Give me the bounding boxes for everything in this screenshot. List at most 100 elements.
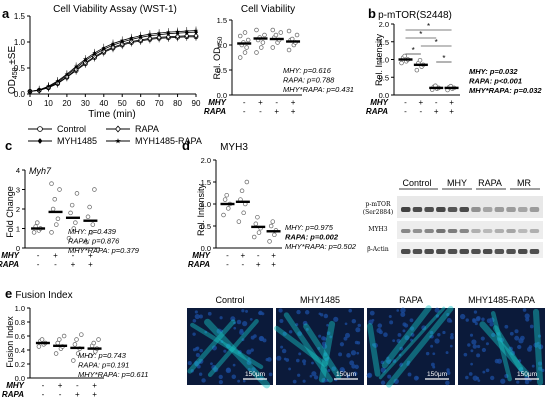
data-point — [88, 230, 94, 235]
myotube — [532, 308, 544, 386]
rapa-sign: - — [404, 107, 407, 116]
data-point — [241, 210, 246, 216]
nucleus — [537, 334, 542, 338]
mhy-row-label: MHY — [208, 98, 226, 107]
legend-label: MYH1485 — [57, 136, 97, 146]
nucleus — [421, 325, 427, 331]
y-axis-label: OD450 ±SE — [7, 46, 19, 95]
nucleus — [237, 350, 242, 355]
blot-band — [471, 249, 481, 254]
rapa-sign: - — [59, 390, 62, 399]
nucleus — [241, 309, 245, 313]
nucleus — [245, 309, 249, 313]
marker-diamond-open — [165, 33, 171, 40]
nucleus — [471, 339, 477, 345]
x-tick-label: 40 — [99, 99, 108, 108]
data-point — [251, 234, 257, 240]
y-tick-label: 0.0 — [15, 374, 25, 383]
nucleus — [494, 358, 500, 364]
data-point — [260, 40, 266, 45]
nucleus — [194, 310, 198, 314]
nucleus — [429, 334, 434, 339]
nucleus — [309, 374, 313, 378]
viability-dot-plot: Cell Viability Rel. OD450 0.00.51.01.5--… — [204, 4, 354, 116]
y-tick-label: 0.4 — [15, 346, 25, 355]
nucleus — [302, 379, 306, 383]
blot-band — [401, 207, 411, 212]
marker-star — [73, 64, 79, 69]
y-tick-label: 1.0 — [379, 56, 389, 65]
nucleus — [380, 360, 385, 365]
fusion-index-dot-plot: Fusion Index Fusion Index 0.0 0.2 0.4 0.6 0.… — [2, 290, 148, 399]
nucleus — [430, 344, 434, 348]
nucleus — [201, 378, 206, 383]
nucleus — [356, 351, 360, 355]
nucleus — [518, 367, 524, 373]
nucleus — [472, 344, 478, 349]
nucleus — [486, 318, 492, 324]
rapa-sign: + — [88, 260, 93, 269]
nucleus — [278, 308, 283, 313]
blot-band — [529, 229, 540, 233]
blot-band — [436, 229, 446, 233]
data-point — [57, 337, 62, 342]
blot-band — [506, 207, 516, 212]
nucleus — [446, 371, 451, 375]
x-axis-label: Time (min) — [88, 109, 135, 120]
nucleus — [323, 313, 329, 319]
nucleus — [356, 341, 361, 345]
nucleus — [194, 360, 199, 366]
nucleus — [346, 353, 351, 358]
data-point — [36, 344, 42, 349]
nucleus — [449, 319, 453, 323]
y-tick-label: 0.6 — [15, 332, 25, 341]
nucleus — [192, 348, 197, 352]
nucleus — [403, 323, 409, 328]
nucleus — [247, 367, 251, 371]
data-point — [39, 337, 45, 342]
data-point — [270, 45, 276, 50]
mhy-row-label: MHY — [1, 251, 19, 260]
y-tick-label: 0.0 — [14, 90, 26, 99]
y-tick-label: 0.8 — [15, 318, 25, 327]
marker-star — [166, 29, 171, 35]
scale-label: 150μm — [427, 371, 447, 378]
nucleus — [463, 352, 468, 357]
nucleus — [541, 368, 545, 373]
data-point — [399, 60, 404, 66]
nucleus — [434, 307, 440, 313]
nucleus — [476, 353, 481, 358]
mhy-sign: - — [257, 251, 260, 260]
mhy-sign: - — [435, 98, 438, 107]
data-point — [253, 221, 259, 227]
nucleus — [380, 380, 386, 385]
nucleus — [250, 348, 254, 352]
data-point — [417, 57, 423, 63]
data-point — [244, 179, 250, 185]
nucleus — [383, 332, 388, 337]
rapa-sign: - — [259, 107, 262, 116]
data-point — [96, 337, 101, 342]
nucleus — [341, 368, 346, 373]
nucleus — [429, 330, 434, 335]
nucleus — [485, 368, 490, 373]
legend-label: MYH1485-RAPA — [135, 136, 202, 146]
nucleus — [207, 311, 212, 316]
nucleus — [472, 375, 478, 381]
nucleus — [380, 367, 387, 373]
data-point — [74, 191, 80, 196]
nucleus — [226, 343, 231, 349]
data-point — [35, 220, 40, 225]
nucleus — [388, 314, 392, 318]
y-axis-label: Fold Change — [5, 186, 15, 238]
data-point — [245, 37, 251, 43]
nucleus — [295, 358, 300, 363]
blot-band — [494, 249, 505, 254]
data-point — [239, 188, 245, 194]
nucleus — [516, 380, 520, 384]
nucleus — [481, 317, 485, 322]
mhy-sign: - — [76, 381, 79, 390]
blot-band — [447, 229, 458, 233]
marker-star — [27, 89, 33, 94]
nucleus — [318, 334, 322, 338]
